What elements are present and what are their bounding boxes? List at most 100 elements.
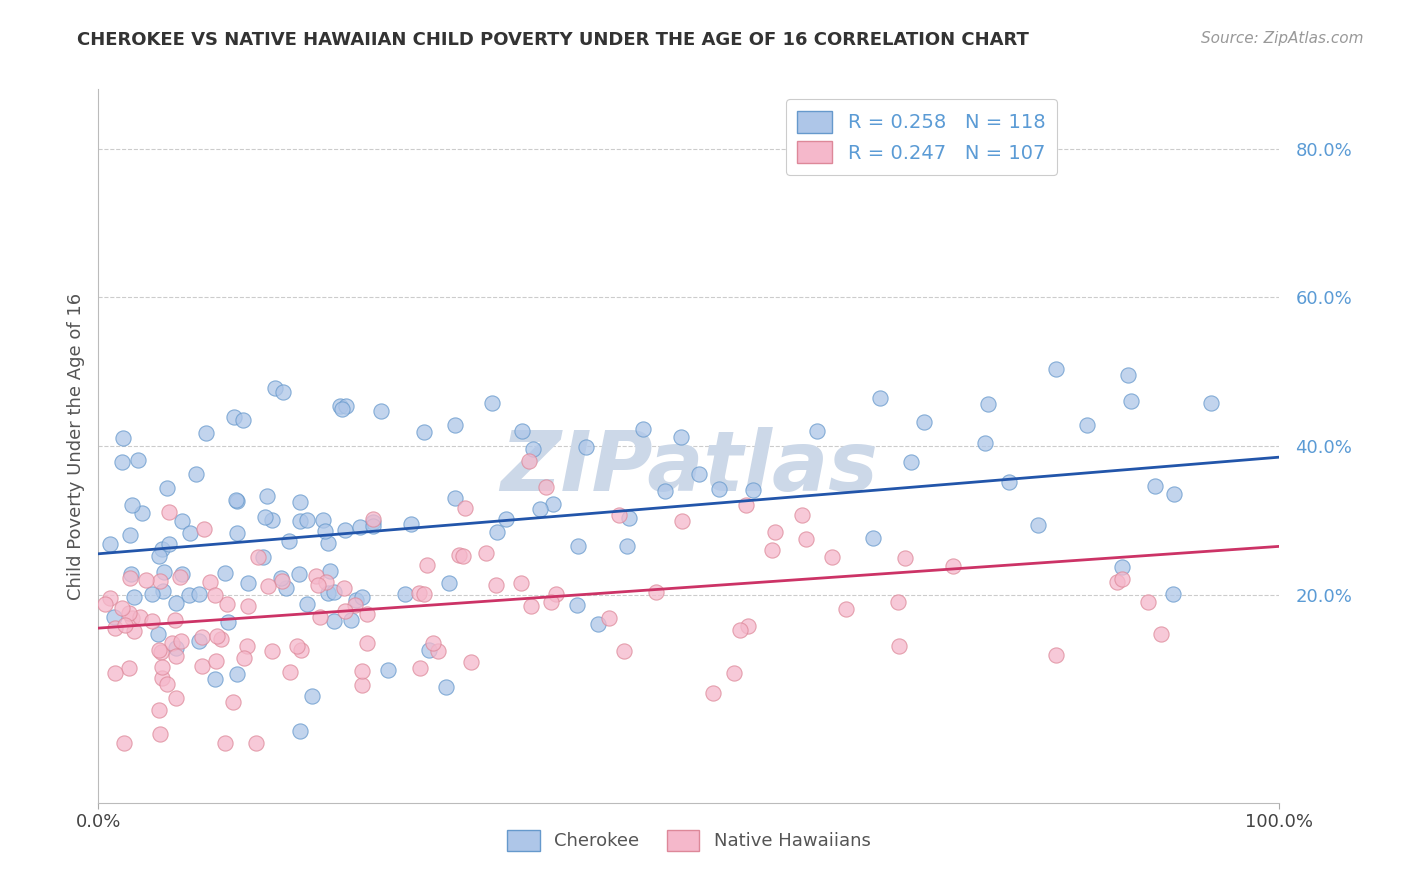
Point [835,602,858,616]
Point [1118,368,1140,382]
Point [103,610,125,624]
Point [214,566,236,581]
Point [226,493,249,508]
Point [977,397,1000,411]
Point [217,597,239,611]
Point [361,518,384,533]
Point [567,539,589,553]
Point [352,678,374,692]
Point [737,619,759,633]
Point [998,475,1021,489]
Point [118,661,141,675]
Point [170,514,193,528]
Point [485,578,508,592]
Point [247,549,270,564]
Point [454,501,477,516]
Point [160,635,183,649]
Point [427,644,450,658]
Point [821,549,844,564]
Point [278,665,301,679]
Point [540,594,562,608]
Point [645,585,668,599]
Point [541,497,564,511]
Point [475,546,498,560]
Point [1143,479,1166,493]
Point [575,440,598,454]
Point [806,424,828,438]
Point [486,524,509,539]
Point [350,664,373,678]
Point [290,724,312,739]
Y-axis label: Child Poverty Under the Age of 16: Child Poverty Under the Age of 16 [66,293,84,599]
Point [723,666,745,681]
Point [509,575,531,590]
Point [735,498,758,512]
Point [617,511,640,525]
Point [256,489,278,503]
Point [1105,574,1128,589]
Point [260,513,283,527]
Point [225,526,247,541]
Point [761,543,783,558]
Point [460,655,482,669]
Point [121,611,143,625]
Point [520,599,543,614]
Point [370,404,392,418]
Point [263,381,285,395]
Text: CHEROKEE VS NATIVE HAWAIIAN CHILD POVERTY UNDER THE AGE OF 16 CORRELATION CHART: CHEROKEE VS NATIVE HAWAIIAN CHILD POVERT… [77,31,1029,49]
Point [1111,572,1133,586]
Point [330,402,353,417]
Point [288,566,311,581]
Point [150,671,173,685]
Point [184,467,207,481]
Point [654,483,676,498]
Point [120,571,142,585]
Point [149,645,172,659]
Point [534,479,557,493]
Point [763,524,786,539]
Point [887,639,910,653]
Point [356,635,378,649]
Point [159,537,181,551]
Point [224,410,246,425]
Point [333,604,356,618]
Text: Source: ZipAtlas.com: Source: ZipAtlas.com [1201,31,1364,46]
Point [128,610,150,624]
Point [153,566,176,580]
Point [305,568,328,582]
Point [335,524,357,538]
Point [277,534,299,549]
Point [314,524,336,538]
Point [401,517,423,532]
Point [169,570,191,584]
Point [270,571,292,585]
Point [707,482,730,496]
Point [517,454,540,468]
Point [1201,395,1223,409]
Point [444,417,467,432]
Point [104,621,127,635]
Point [205,654,228,668]
Point [236,576,259,591]
Point [522,442,544,456]
Point [124,590,146,604]
Point [148,549,170,563]
Point [1111,559,1133,574]
Point [451,549,474,563]
Point [350,590,373,604]
Point [790,508,813,523]
Point [236,599,259,614]
Point [413,587,436,601]
Point [245,736,267,750]
Point [586,616,609,631]
Point [422,636,444,650]
Point [177,588,200,602]
Point [225,492,247,507]
Point [170,634,193,648]
Point [702,686,724,700]
Point [319,564,342,578]
Point [165,596,187,610]
Point [307,578,329,592]
Point [974,436,997,450]
Point [356,607,378,621]
